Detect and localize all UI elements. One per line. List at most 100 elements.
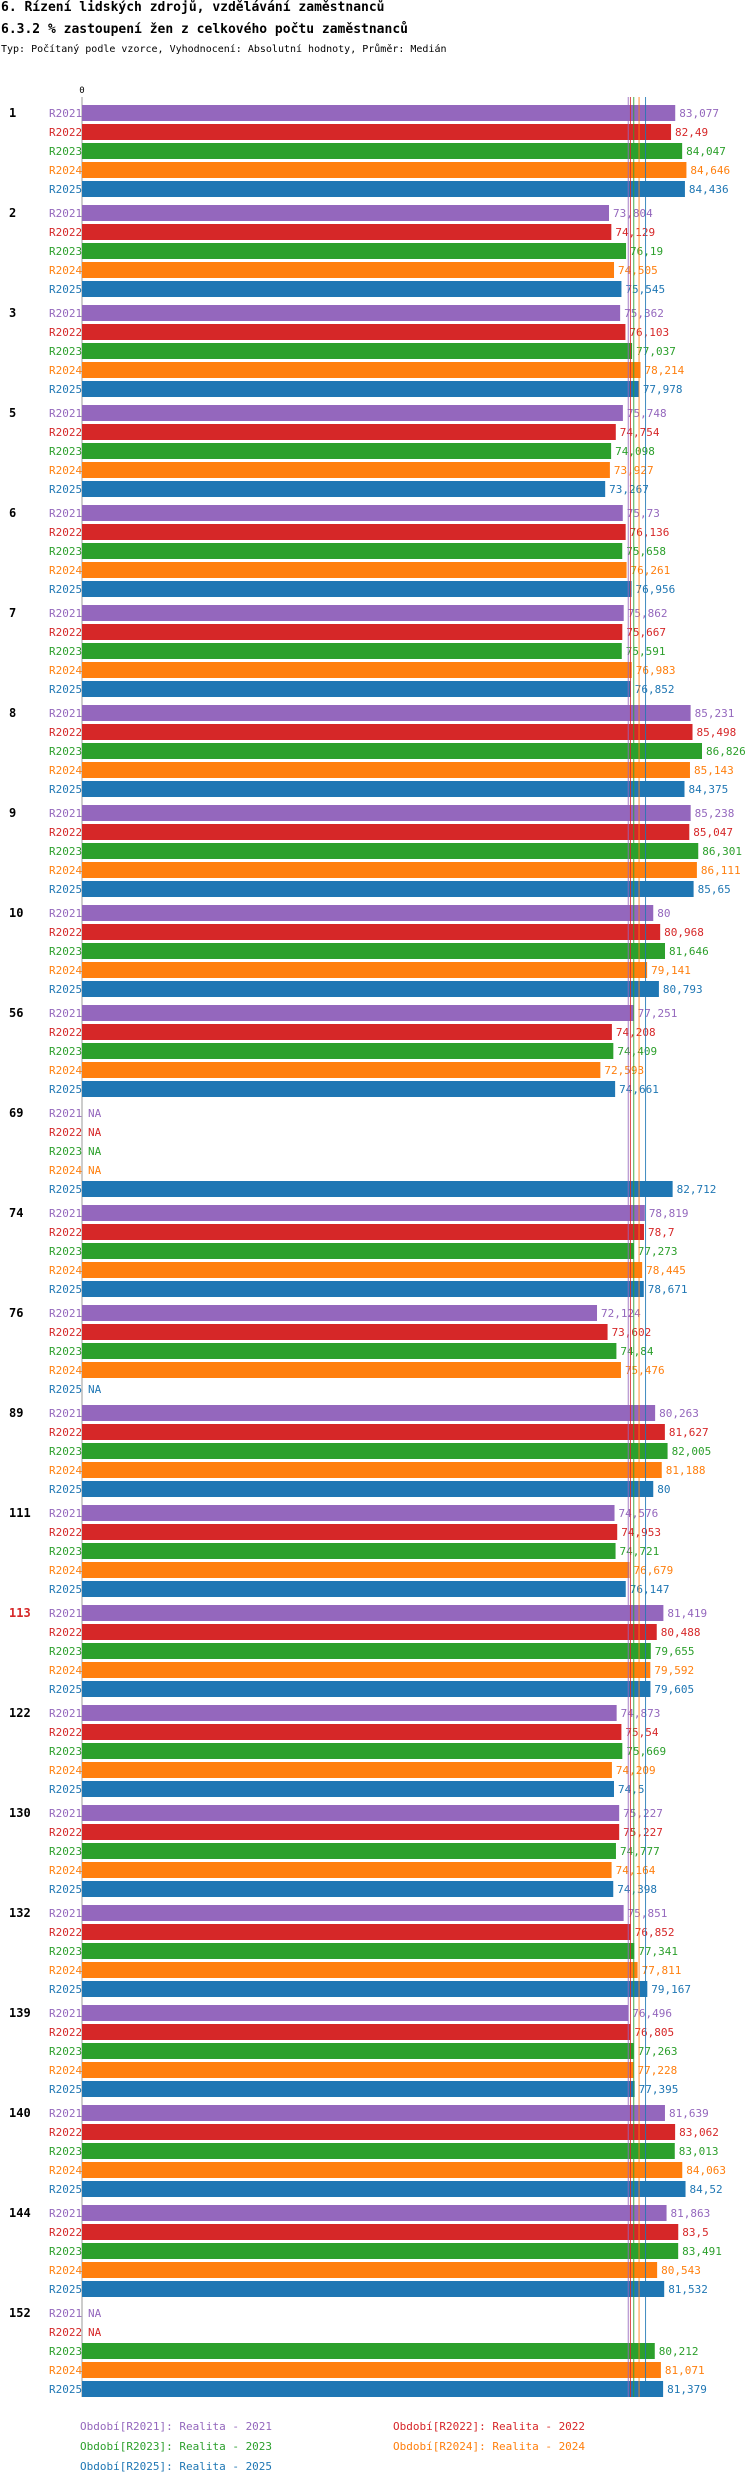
bar-111-r2021: [82, 1505, 615, 1521]
data-label-132-r2023: 77,341: [638, 1945, 678, 1958]
data-label-10-r2023: 81,646: [669, 945, 709, 958]
data-label-139-r2022: 76,805: [634, 2026, 674, 2039]
data-label-74-r2021: 78,819: [649, 1207, 689, 1220]
series-label-56-r2024: R2024: [49, 1064, 82, 1077]
group-label-111: 111: [9, 1506, 31, 1520]
page-title: 6. Řízení lidských zdrojů, vzdělávání za…: [1, 0, 385, 15]
series-label-2-r2024: R2024: [49, 264, 82, 277]
bar-56-r2022: [82, 1024, 612, 1040]
data-label-2-r2024: 74,505: [618, 264, 658, 277]
data-label-144-r2021: 81,863: [671, 2207, 711, 2220]
na-label-69-r2023: NA: [88, 1145, 102, 1158]
bar-139-r2025: [82, 2081, 635, 2097]
data-label-113-r2022: 80,488: [661, 1626, 701, 1639]
bar-144-r2022: [82, 2224, 679, 2240]
bar-7-r2021: [82, 605, 624, 621]
data-label-144-r2022: 83,5: [682, 2226, 709, 2239]
series-label-130-r2025: R2025: [49, 1883, 82, 1896]
bar-7-r2024: [82, 662, 632, 678]
bar-2-r2025: [82, 281, 622, 297]
series-label-9-r2025: R2025: [49, 883, 82, 896]
series-label-5-r2022: R2022: [49, 426, 82, 439]
series-label-76-r2022: R2022: [49, 1326, 82, 1339]
data-label-130-r2023: 74,777: [620, 1845, 660, 1858]
bar-122-r2022: [82, 1724, 622, 1740]
series-label-7-r2021: R2021: [49, 607, 82, 620]
bar-1-r2021: [82, 105, 676, 121]
bar-10-r2024: [82, 962, 648, 978]
bar-5-r2024: [82, 462, 610, 478]
na-label-69-r2022: NA: [88, 1126, 102, 1139]
series-label-7-r2024: R2024: [49, 664, 82, 677]
bar-10-r2021: [82, 905, 654, 921]
data-label-144-r2024: 80,543: [661, 2264, 701, 2277]
data-label-1-r2021: 83,077: [679, 107, 719, 120]
series-label-122-r2023: R2023: [49, 1745, 82, 1758]
data-label-1-r2023: 84,047: [686, 145, 726, 158]
data-label-122-r2023: 75,669: [626, 1745, 666, 1758]
group-label-10: 10: [9, 906, 23, 920]
bar-113-r2024: [82, 1662, 651, 1678]
series-label-5-r2024: R2024: [49, 464, 82, 477]
data-label-152-r2025: 81,379: [667, 2383, 707, 2396]
bar-5-r2022: [82, 424, 616, 440]
series-label-56-r2021: R2021: [49, 1007, 82, 1020]
data-label-89-r2023: 82,005: [672, 1445, 712, 1458]
bar-113-r2025: [82, 1681, 651, 1697]
data-label-130-r2022: 75,227: [623, 1826, 663, 1839]
series-label-130-r2022: R2022: [49, 1826, 82, 1839]
data-label-69-r2025: 82,712: [677, 1183, 717, 1196]
na-label-69-r2021: NA: [88, 1107, 102, 1120]
series-label-144-r2022: R2022: [49, 2226, 82, 2239]
series-label-152-r2021: R2021: [49, 2307, 82, 2320]
series-label-152-r2022: R2022: [49, 2326, 82, 2339]
data-label-113-r2025: 79,605: [654, 1683, 694, 1696]
bar-140-r2024: [82, 2162, 683, 2178]
series-label-132-r2023: R2023: [49, 1945, 82, 1958]
data-label-74-r2023: 77,273: [638, 1245, 678, 1258]
series-label-1-r2023: R2023: [49, 145, 82, 158]
data-label-113-r2021: 81,419: [667, 1607, 707, 1620]
group-label-7: 7: [9, 606, 16, 620]
bar-3-r2023: [82, 343, 633, 359]
bar-56-r2023: [82, 1043, 614, 1059]
bar-9-r2023: [82, 843, 699, 859]
bar-5-r2021: [82, 405, 623, 421]
bar-144-r2023: [82, 2243, 679, 2259]
bar-1-r2022: [82, 124, 672, 140]
series-label-122-r2025: R2025: [49, 1783, 82, 1796]
group-label-144: 144: [9, 2206, 31, 2220]
data-label-3-r2025: 77,978: [643, 383, 683, 396]
data-label-144-r2023: 83,491: [682, 2245, 722, 2258]
group-label-6: 6: [9, 506, 16, 520]
group-label-89: 89: [9, 1406, 23, 1420]
data-label-132-r2025: 79,167: [651, 1983, 691, 1996]
bar-111-r2025: [82, 1581, 626, 1597]
chart-type-info: Typ: Počítaný podle vzorce, Vyhodnocení:…: [1, 44, 447, 55]
data-label-5-r2022: 74,754: [620, 426, 660, 439]
bar-89-r2025: [82, 1481, 654, 1497]
bar-6-r2022: [82, 524, 626, 540]
bar-144-r2024: [82, 2262, 658, 2278]
series-label-74-r2021: R2021: [49, 1207, 82, 1220]
data-label-2-r2022: 74,129: [615, 226, 655, 239]
data-label-7-r2021: 75,862: [628, 607, 668, 620]
chart-title: 6.3.2 % zastoupení žen z celkového počtu…: [1, 22, 408, 37]
data-label-56-r2022: 74,208: [616, 1026, 656, 1039]
bar-89-r2022: [82, 1424, 665, 1440]
bar-76-r2022: [82, 1324, 608, 1340]
data-label-140-r2024: 84,063: [686, 2164, 726, 2177]
series-label-113-r2024: R2024: [49, 1664, 82, 1677]
bar-10-r2023: [82, 943, 666, 959]
series-label-113-r2022: R2022: [49, 1626, 82, 1639]
na-label-69-r2024: NA: [88, 1164, 102, 1177]
data-label-6-r2025: 76,956: [636, 583, 676, 596]
data-label-7-r2022: 75,667: [626, 626, 666, 639]
data-label-9-r2025: 85,65: [698, 883, 731, 896]
series-label-1-r2025: R2025: [49, 183, 82, 196]
series-label-139-r2021: R2021: [49, 2007, 82, 2020]
series-label-76-r2023: R2023: [49, 1345, 82, 1358]
data-label-130-r2021: 75,227: [623, 1807, 663, 1820]
data-label-5-r2023: 74,098: [615, 445, 655, 458]
data-label-152-r2023: 80,212: [659, 2345, 699, 2358]
